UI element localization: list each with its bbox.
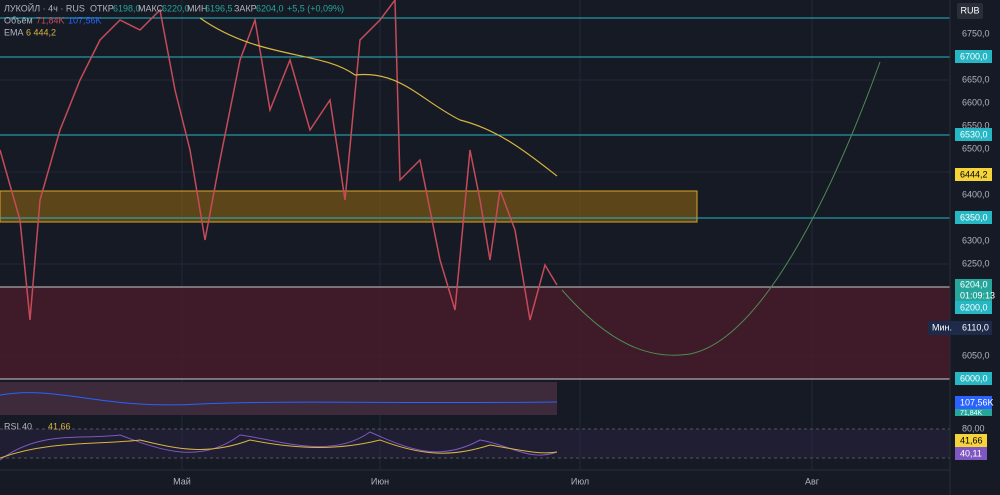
rsi-line <box>0 431 558 461</box>
volume-bars <box>0 382 557 415</box>
open-label: ОТКР <box>90 3 114 13</box>
price-label: 6750,0 <box>962 28 990 38</box>
price-label: 6300,0 <box>962 235 990 245</box>
level-tag: 6350,0 <box>960 212 988 222</box>
price-label: 6250,0 <box>962 258 990 268</box>
countdown: 01:09:13 <box>960 290 995 300</box>
currency-box <box>957 3 983 19</box>
forecast-curve <box>561 61 881 356</box>
demand-zone <box>0 287 950 379</box>
volume-ma: 107,56K <box>68 15 102 25</box>
ema-label: EMA <box>4 27 24 37</box>
open: 6198,0 <box>113 3 141 13</box>
price-label: 6650,0 <box>962 74 990 84</box>
rsi-axis-label: 80,00 <box>962 423 985 433</box>
low: 6196,5 <box>205 3 233 13</box>
level-tag: 6200,0 <box>960 302 988 312</box>
min-label: Мин. <box>932 322 952 332</box>
price-axis: RUB 6750,0 6650,0 6600,0 6550,0 6500,0 6… <box>928 3 995 460</box>
legend: ЛУКОЙЛ · 4ч · RUS ОТКР 6198,0 МАКС 6220,… <box>4 2 344 431</box>
low-label: МИН <box>187 3 207 13</box>
price-label: 6500,0 <box>962 143 990 153</box>
change: +5,5 (+0,09%) <box>287 3 344 13</box>
time-label: Авг <box>805 476 820 486</box>
ema-value: 6 444,2 <box>26 27 56 37</box>
price-path <box>0 0 558 321</box>
rsi-ma <box>0 439 558 459</box>
high: 6220,0 <box>162 3 190 13</box>
high-label: МАКС <box>138 3 164 13</box>
symbol: ЛУКОЙЛ · 4ч · RUS <box>4 2 85 13</box>
time-label: Май <box>173 476 191 486</box>
level-tag: 6700,0 <box>960 51 988 61</box>
rsi-value: 41,66 <box>48 421 71 431</box>
ema-tag: 6444,2 <box>960 169 988 179</box>
volume-value: 71,84K <box>36 15 65 25</box>
rsi-params: 40 <box>22 421 32 431</box>
currency: RUB <box>960 5 979 15</box>
volume-label: Объём <box>4 15 33 25</box>
price-label: 6600,0 <box>962 97 990 107</box>
levels <box>0 17 950 219</box>
volume-ma-tag: 107,56K <box>960 397 994 407</box>
time-axis: Май Июн Июл Авг <box>173 476 820 486</box>
level-tag: 6000,0 <box>960 373 988 383</box>
price-label: 6550,0 <box>962 120 990 130</box>
close-label: ЗАКР <box>234 3 257 13</box>
min-price: 6110,0 <box>962 322 989 332</box>
rsi-tag: 41,66 <box>960 435 983 445</box>
supply-zone <box>0 190 698 223</box>
close: 6204,0 <box>256 3 284 13</box>
rsi-label: RSI <box>4 421 19 431</box>
rsi-ma-tag: 40,11 <box>960 448 982 458</box>
level-tag: 6530,0 <box>960 129 988 139</box>
volume-tag: 71,84K <box>960 410 983 417</box>
price-label: 6050,0 <box>962 350 990 360</box>
rsi-band <box>0 429 950 458</box>
last-price: 6204,0 <box>960 279 988 289</box>
time-label: Июл <box>571 476 589 486</box>
price-label: 6400,0 <box>962 189 990 199</box>
volume-ma <box>0 392 558 406</box>
ema-line <box>199 17 558 177</box>
time-label: Июн <box>371 476 389 486</box>
